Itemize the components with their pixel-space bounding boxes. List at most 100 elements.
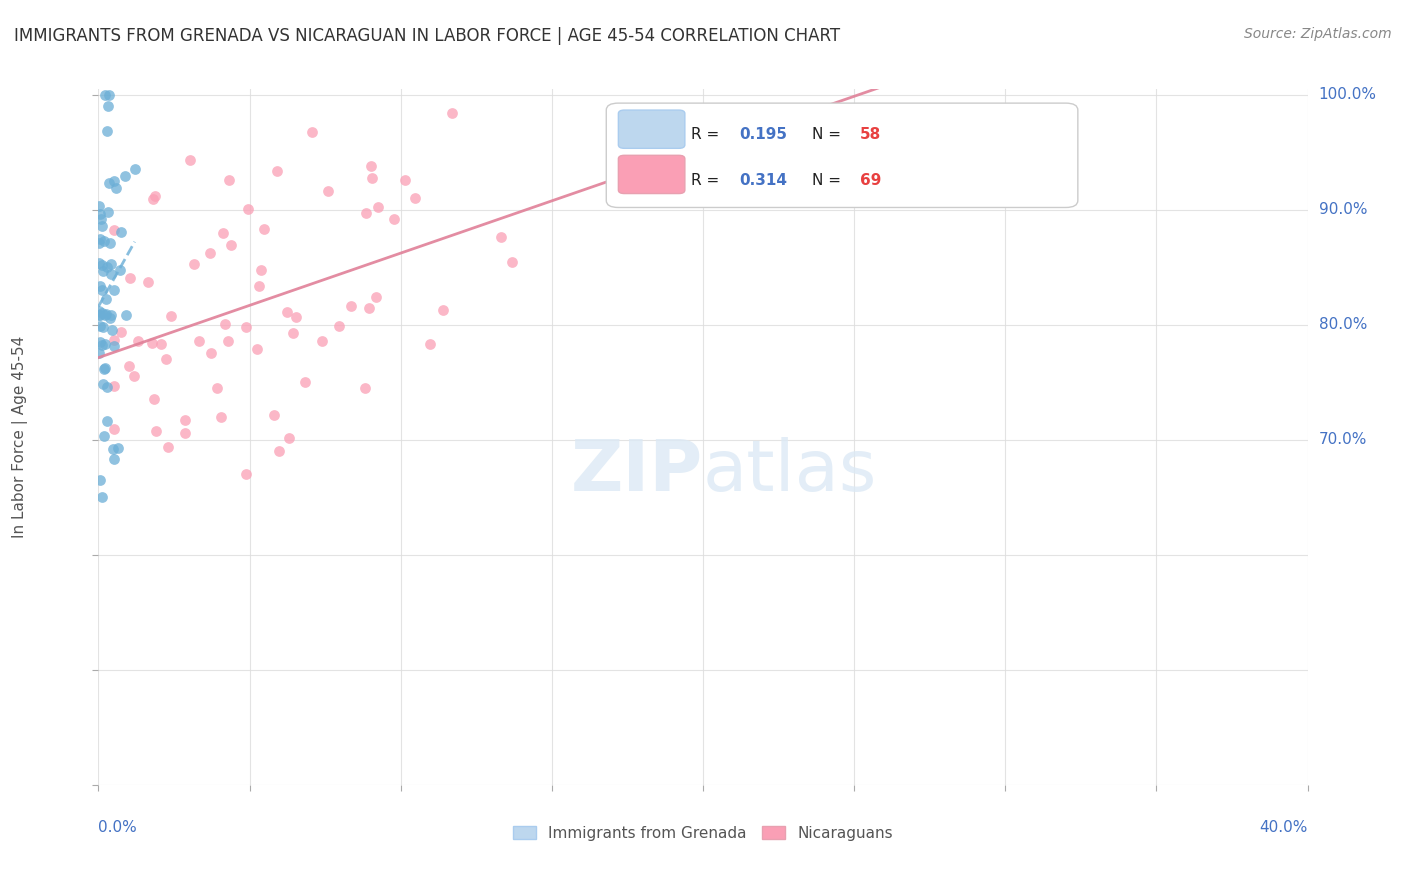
- Point: [89, 308, 111, 322]
- Point: [89, 232, 111, 246]
- Point: [419, 336, 441, 351]
- Point: [91, 319, 114, 334]
- Point: [91, 376, 114, 391]
- Point: [103, 379, 125, 393]
- Point: [98, 310, 121, 325]
- Point: [285, 310, 308, 325]
- Point: [311, 334, 333, 348]
- Point: [94, 361, 117, 376]
- Point: [110, 226, 132, 240]
- Point: [101, 324, 124, 338]
- Point: [118, 359, 141, 373]
- Point: [96, 205, 118, 219]
- Point: [361, 171, 384, 186]
- Point: [143, 189, 166, 203]
- Point: [212, 227, 235, 241]
- Point: [235, 319, 257, 334]
- Point: [367, 201, 389, 215]
- Point: [115, 309, 138, 323]
- Point: [89, 207, 111, 221]
- Point: [97, 176, 120, 190]
- Point: [145, 425, 167, 439]
- Point: [90, 212, 112, 227]
- Point: [142, 392, 165, 406]
- Point: [281, 326, 304, 340]
- Point: [91, 337, 114, 351]
- Point: [235, 467, 257, 482]
- Point: [432, 302, 454, 317]
- Point: [103, 174, 125, 188]
- Point: [94, 292, 117, 306]
- Point: [263, 408, 285, 422]
- Point: [93, 429, 115, 443]
- Point: [236, 202, 259, 216]
- Legend: Immigrants from Grenada, Nicaraguans: Immigrants from Grenada, Nicaraguans: [508, 820, 898, 847]
- Point: [404, 191, 426, 205]
- Point: [89, 474, 111, 488]
- Point: [127, 334, 149, 348]
- Point: [394, 173, 416, 187]
- Point: [94, 308, 117, 322]
- Point: [214, 317, 236, 331]
- Point: [354, 206, 377, 220]
- Text: 0.0%: 0.0%: [98, 820, 138, 835]
- Point: [90, 491, 112, 505]
- Point: [339, 300, 361, 314]
- Point: [105, 180, 128, 194]
- Point: [294, 375, 316, 389]
- Point: [103, 333, 125, 347]
- Point: [382, 211, 405, 226]
- Text: 80.0%: 80.0%: [1319, 318, 1367, 333]
- Text: N =: N =: [811, 128, 845, 143]
- Point: [207, 381, 229, 395]
- Point: [87, 235, 110, 250]
- Point: [276, 305, 298, 319]
- Point: [198, 245, 221, 260]
- Point: [94, 336, 117, 351]
- Text: 58: 58: [860, 128, 882, 143]
- Point: [278, 431, 301, 445]
- Point: [179, 153, 201, 168]
- Point: [155, 351, 177, 366]
- Point: [217, 334, 239, 349]
- Point: [90, 219, 112, 233]
- Point: [93, 362, 115, 376]
- Point: [90, 306, 112, 320]
- Point: [218, 172, 240, 186]
- Point: [100, 257, 122, 271]
- Point: [107, 441, 129, 455]
- Point: [90, 259, 112, 273]
- Point: [120, 270, 142, 285]
- Point: [98, 235, 121, 250]
- FancyBboxPatch shape: [606, 103, 1078, 208]
- Point: [150, 337, 173, 351]
- Point: [301, 125, 323, 139]
- Point: [124, 161, 146, 176]
- Point: [93, 234, 115, 248]
- Point: [103, 223, 125, 237]
- Point: [89, 304, 111, 318]
- Text: 90.0%: 90.0%: [1319, 202, 1367, 218]
- Point: [94, 307, 117, 321]
- Point: [183, 257, 205, 271]
- Point: [630, 114, 652, 128]
- Text: 69: 69: [860, 173, 882, 187]
- Point: [318, 184, 340, 198]
- Text: 0.314: 0.314: [740, 173, 787, 187]
- Point: [141, 335, 163, 350]
- Text: 40.0%: 40.0%: [1260, 820, 1308, 835]
- Point: [87, 308, 110, 322]
- Text: 0.195: 0.195: [740, 128, 787, 143]
- Point: [359, 301, 381, 315]
- Point: [89, 319, 111, 334]
- Point: [97, 99, 120, 113]
- Point: [96, 414, 118, 428]
- Point: [96, 260, 118, 275]
- Point: [91, 263, 114, 277]
- Point: [110, 325, 132, 339]
- Point: [253, 221, 276, 235]
- Point: [89, 335, 111, 350]
- Point: [122, 368, 145, 383]
- Point: [247, 278, 270, 293]
- Point: [91, 283, 114, 297]
